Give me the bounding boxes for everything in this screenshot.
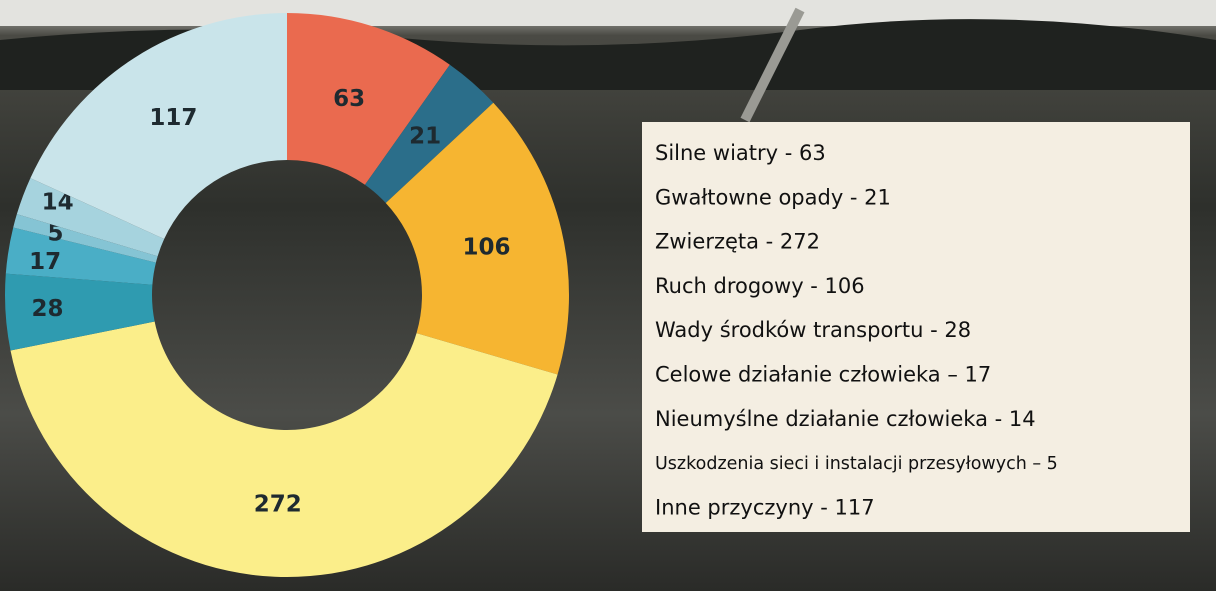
data-label: 272 — [254, 491, 302, 517]
legend-entry: Uszkodzenia sieci i instalacji przesyłow… — [655, 454, 1058, 474]
data-label: 117 — [149, 105, 197, 131]
chart: Silne wiatry - 63 Gwałtowne opady - 21 Zwi… — [0, 0, 1216, 591]
legend-entry: Nieumyślne działanie człowieka - 14 — [655, 407, 1036, 431]
legend-entry: Wady środków transportu - 28 — [655, 318, 971, 342]
legend-entry: Zwierzęta - 272 — [655, 230, 820, 254]
legend-entry: Silne wiatry - 63 — [655, 141, 826, 165]
data-label: 17 — [29, 249, 61, 275]
legend-entry: Celowe działanie człowieka – 17 — [655, 363, 991, 387]
legend-entry: Gwałtowne opady - 21 — [655, 185, 891, 209]
data-label: 106 — [462, 234, 510, 260]
data-label: 28 — [31, 296, 63, 322]
legend-entry: Ruch drogowy - 106 — [655, 274, 865, 298]
legend-entry: Inne przyczyny - 117 — [655, 495, 875, 519]
data-label: 21 — [409, 123, 441, 149]
data-label: 63 — [333, 86, 365, 112]
